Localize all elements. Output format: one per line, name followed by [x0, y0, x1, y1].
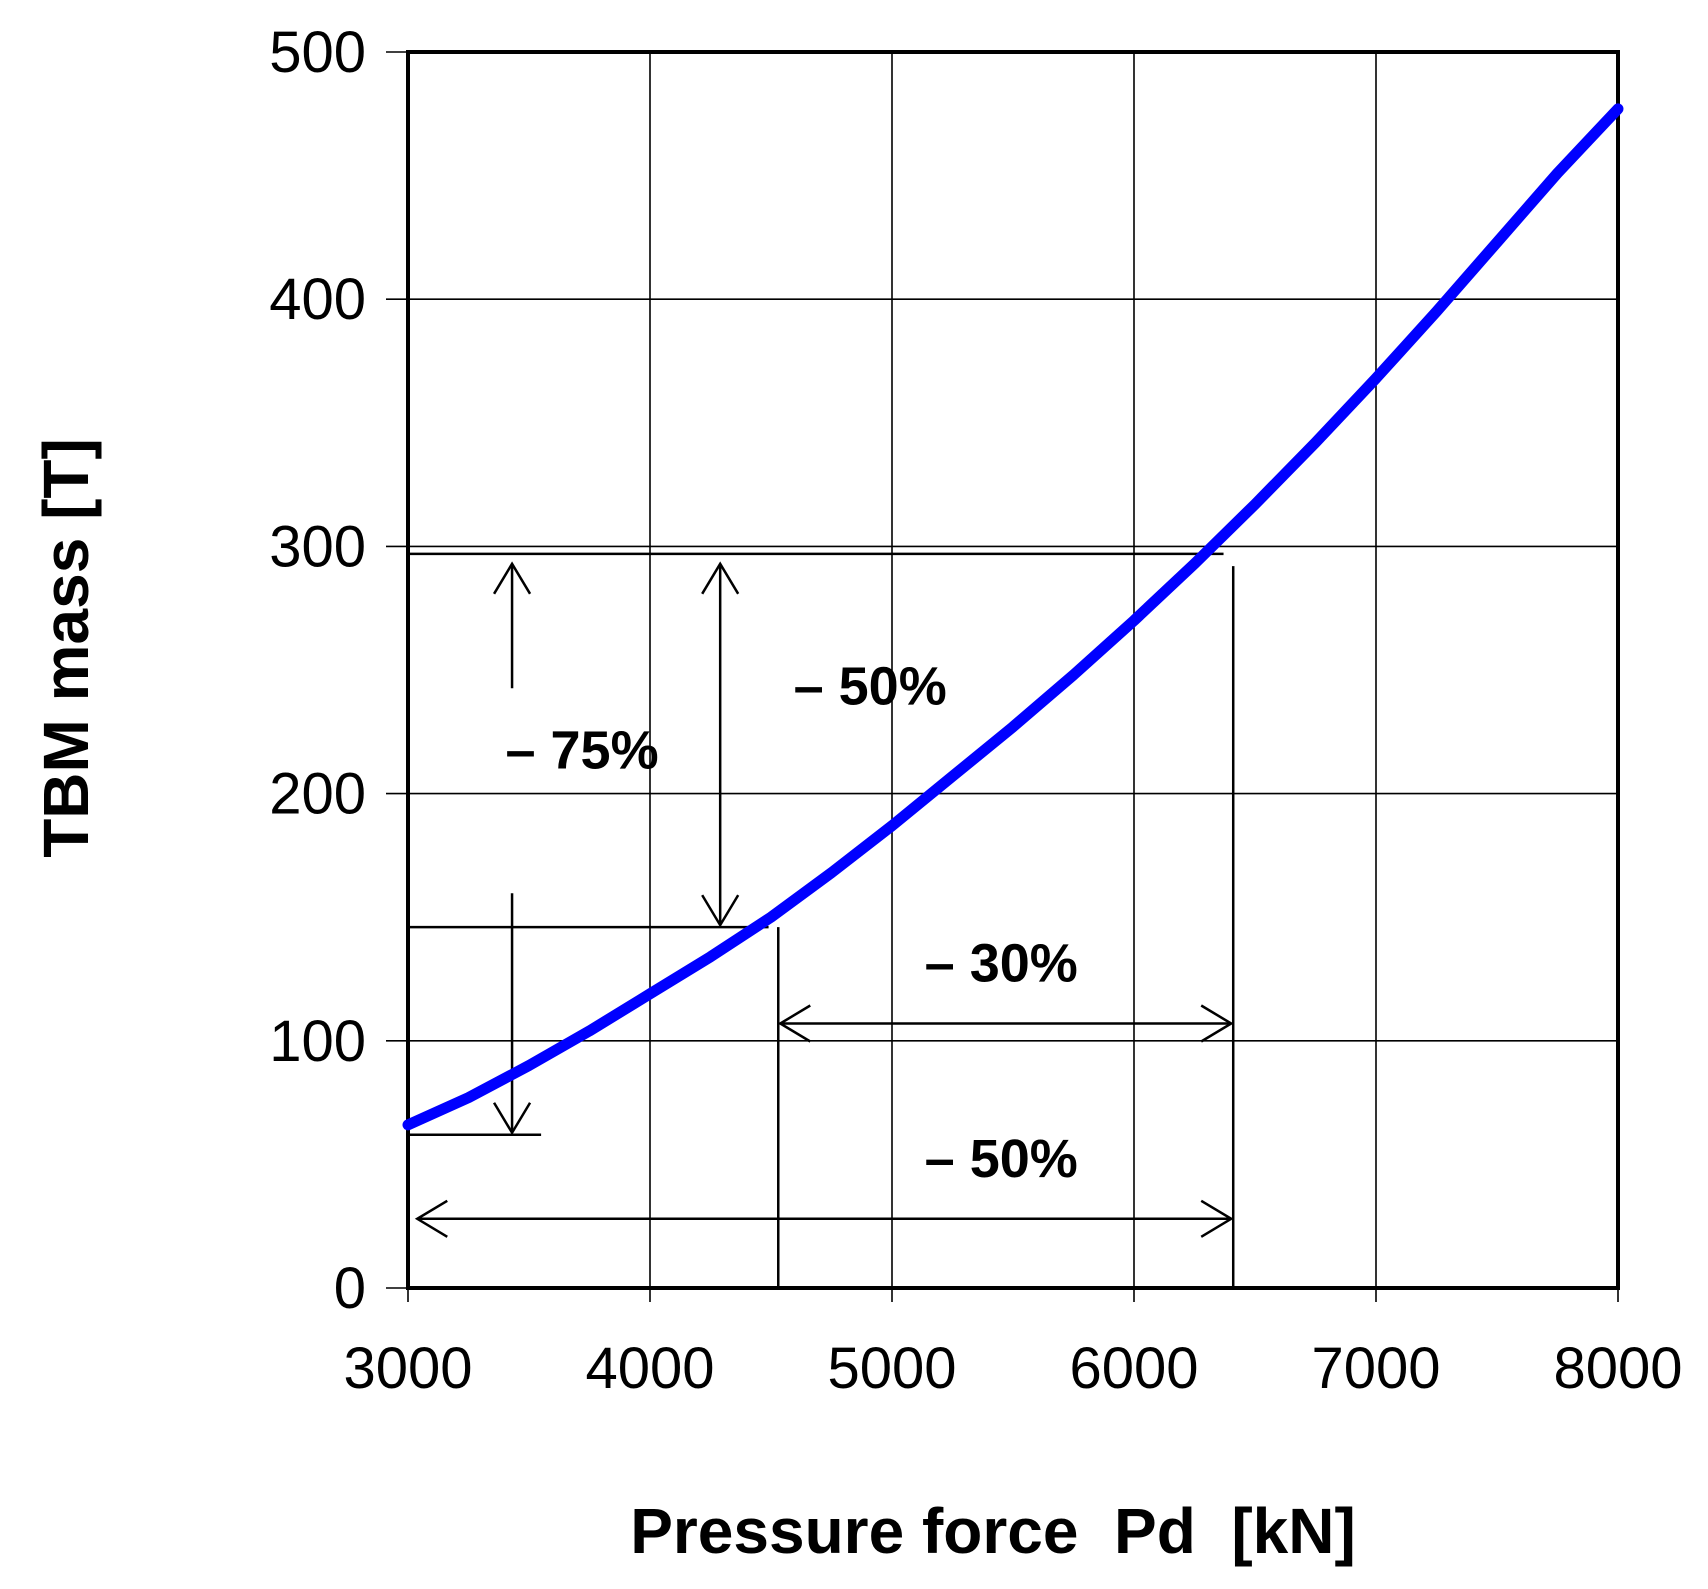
annotation-arrow-head: [492, 1102, 532, 1136]
x-axis-title: Pressure force Pd [kN]: [630, 1495, 1356, 1567]
x-tick-label: 6000: [1069, 1336, 1198, 1401]
annotation-label: – 30%: [925, 933, 1078, 993]
y-tick-label: 200: [269, 762, 366, 827]
x-tick-label: 8000: [1553, 1336, 1682, 1401]
data-series-line: [402, 103, 1624, 1131]
annotation-arrow-head: [414, 1199, 448, 1238]
plot-frame: [406, 50, 1620, 1290]
annotation-arrow-head: [492, 561, 532, 595]
y-tick-label: 100: [269, 1009, 366, 1074]
annotation-arrow-head: [1200, 1004, 1234, 1043]
y-tick-label: 300: [269, 514, 366, 579]
x-tick-label: 7000: [1311, 1336, 1440, 1401]
y-tick-label: 0: [334, 1256, 366, 1321]
y-axis-title: TBM mass [T]: [30, 438, 102, 858]
annotation-arrow-head: [777, 1004, 811, 1043]
y-tick-label: 500: [269, 20, 366, 85]
annotation-label: – 75%: [505, 720, 658, 780]
annotation-arrow-head: [1200, 1199, 1234, 1238]
x-tick-label: 5000: [827, 1336, 956, 1401]
y-tick-label: 400: [269, 267, 366, 332]
annotation-arrow-head: [701, 894, 740, 928]
annotation-label: – 50%: [794, 656, 947, 716]
annotation-arrow-head: [701, 561, 740, 595]
x-tick-label: 4000: [585, 1336, 714, 1401]
annotation-label: – 50%: [925, 1129, 1078, 1189]
x-tick-label: 3000: [343, 1336, 472, 1401]
